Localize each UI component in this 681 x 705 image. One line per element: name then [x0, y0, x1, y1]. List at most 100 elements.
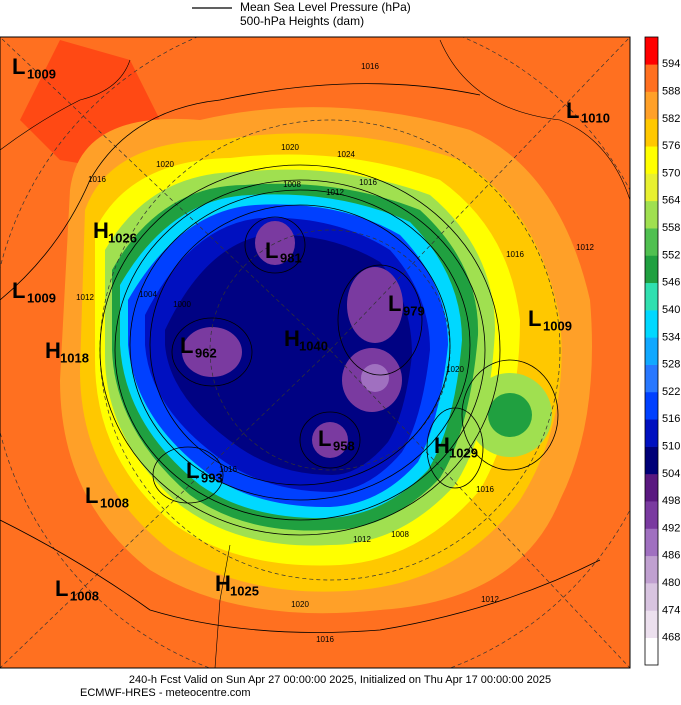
center-symbol: L	[528, 306, 541, 331]
center-value: 1009	[27, 66, 56, 81]
contour-label: 1000	[173, 300, 191, 309]
center-value: 958	[333, 438, 355, 453]
colorbar-band	[645, 64, 658, 92]
center-symbol: L	[55, 576, 68, 601]
colorbar-band	[645, 583, 658, 611]
legend-item: Mean Sea Level Pressure (hPa)	[240, 0, 411, 14]
map	[0, 37, 630, 668]
contour-label: 1008	[283, 180, 301, 189]
colorbar-band	[645, 528, 658, 557]
colorbar-band	[645, 473, 658, 502]
footer-line: ECMWF-HRES - meteocentre.com	[80, 687, 251, 699]
center-symbol: L	[186, 458, 199, 483]
colorbar-tick-label: 570	[662, 167, 680, 179]
colorbar-band	[645, 391, 658, 420]
contour-label: 1016	[359, 178, 377, 187]
contour-label: 1020	[281, 143, 299, 152]
footer-line: 240-h Fcst Valid on Sun Apr 27 00:00:00 …	[129, 674, 551, 686]
center-symbol: H	[93, 218, 109, 243]
contour-label: 1020	[156, 160, 174, 169]
center-value: 1026	[108, 230, 137, 245]
map-frame	[0, 36, 631, 669]
colorbar-band	[645, 200, 658, 229]
colorbar-tick-label: 498	[662, 495, 680, 507]
colorbar-band	[645, 610, 658, 638]
contour-label: 1020	[446, 365, 464, 374]
center-symbol: L	[318, 426, 331, 451]
colorbar-tick-label: 522	[662, 386, 680, 398]
colorbar-tick-label: 480	[662, 577, 680, 589]
center-value: 1040	[299, 338, 328, 353]
colorbar-tick-label: 594	[662, 58, 680, 70]
colorbar-band	[645, 146, 658, 174]
colorbar-tick-label: 474	[662, 604, 680, 616]
center-value: 962	[195, 345, 217, 360]
colorbar-tick-label: 558	[662, 222, 680, 234]
contour-label: 1012	[576, 243, 594, 252]
center-symbol: L	[566, 98, 579, 123]
colorbar-band	[645, 310, 658, 338]
contour-label: 1016	[476, 485, 494, 494]
colorbar-band	[645, 118, 658, 147]
colorbar-band	[645, 419, 658, 447]
colorbar-band	[645, 501, 658, 529]
colorbar-tick-label: 504	[662, 468, 680, 480]
colorbar: 468 474 480 486 492 498 504 510 516 522 528 534 540 5…	[644, 36, 680, 666]
contour-label: 1016	[316, 635, 334, 644]
colorbar-band	[645, 91, 658, 120]
center-value: 1018	[60, 350, 89, 365]
colorbar-tick-label: 582	[662, 113, 680, 125]
colorbar-band	[645, 555, 658, 584]
center-symbol: H	[215, 571, 231, 596]
colorbar-tick-label: 588	[662, 86, 680, 98]
colorbar-tick-label: 576	[662, 140, 680, 152]
colorbar-band	[645, 364, 658, 393]
colorbar-tick-label: 486	[662, 550, 680, 562]
center-symbol: L	[12, 54, 25, 79]
colorbar-tick-label: 516	[662, 413, 680, 425]
contour-label: 1008	[391, 530, 409, 539]
contour-label: 1012	[76, 293, 94, 302]
colorbar-band	[645, 255, 658, 284]
center-symbol: L	[388, 291, 401, 316]
colorbar-tick-label: 510	[662, 440, 680, 452]
center-value: 981	[280, 250, 302, 265]
center-value: 1009	[27, 290, 56, 305]
colorbar-tick-label: 492	[662, 522, 680, 534]
center-value: 1008	[100, 495, 129, 510]
center-symbol: L	[12, 278, 25, 303]
legend-item: 500-hPa Heights (dam)	[240, 14, 364, 28]
center-value: 979	[403, 303, 425, 318]
center-symbol: H	[284, 326, 300, 351]
colorbar-band	[645, 446, 658, 475]
colorbar-band	[645, 637, 658, 666]
center-symbol: L	[265, 238, 278, 263]
contour-label: 1012	[481, 595, 499, 604]
colorbar-tick-label: 468	[662, 632, 680, 644]
colorbar-tick-label: 564	[662, 195, 680, 207]
colorbar-band	[645, 337, 658, 365]
contour-label: 1012	[326, 188, 344, 197]
colorbar-band	[645, 228, 658, 256]
center-value: 1025	[230, 583, 259, 598]
center-symbol: L	[85, 483, 98, 508]
contour-label: 1004	[139, 290, 157, 299]
colorbar-band	[645, 282, 658, 311]
contour-label: 1020	[291, 600, 309, 609]
colorbar-tick-label: 528	[662, 359, 680, 371]
colorbar-tick-label: 546	[662, 277, 680, 289]
center-value: 1010	[581, 110, 610, 125]
center-value: 1029	[449, 445, 478, 460]
contour-label: 1016	[219, 465, 237, 474]
center-value: 993	[201, 470, 223, 485]
contour-label: 1012	[353, 535, 371, 544]
colorbar-tick-label: 534	[662, 331, 680, 343]
center-symbol: H	[45, 338, 61, 363]
colorbar-band	[645, 37, 658, 65]
center-symbol: H	[434, 433, 450, 458]
colorbar-frame	[644, 36, 659, 666]
colorbar-band	[645, 173, 658, 202]
center-symbol: L	[180, 333, 193, 358]
contour-label: 1016	[506, 250, 524, 259]
